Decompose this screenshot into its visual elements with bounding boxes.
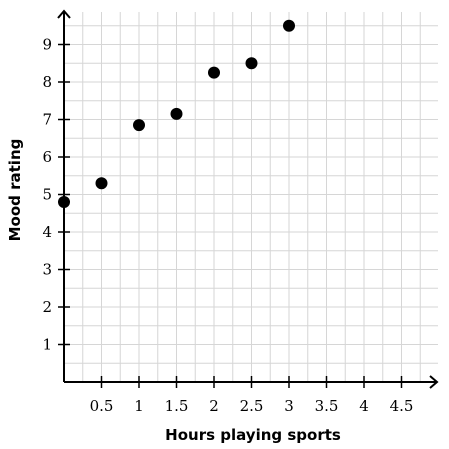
x-axis-title: Hours playing sports [165,426,341,444]
y-tick-label: 8 [42,73,52,91]
x-tick-label: 2.5 [240,397,264,415]
tick-labels: 0.5 1 1.5 2 2.5 3 3.5 4 4.5 1 2 3 4 5 6 7 8 9 [42,36,413,416]
data-points [58,19,295,208]
x-tick-label: 1.5 [165,397,189,415]
data-point [245,57,258,70]
data-point [283,19,295,32]
y-tick-label: 7 [42,111,52,129]
x-tick-label: 2 [209,397,219,415]
y-tick-label: 4 [42,223,52,241]
data-point [208,66,220,79]
y-tick-label: 9 [42,36,52,54]
x-tick-label: 3.5 [315,397,339,415]
y-tick-label: 5 [42,186,52,204]
grid [64,12,438,382]
y-axis-arrow [57,9,71,19]
y-tick-label: 6 [42,148,52,166]
x-tick-label: 0.5 [90,397,114,415]
y-axis-title: Mood rating [6,139,24,242]
y-tick-label: 2 [42,298,52,316]
y-tick-label: 3 [42,261,52,279]
data-point [170,107,183,120]
x-tick-label: 1 [134,397,144,415]
x-axis-arrow [429,375,439,389]
x-tick-label: 3 [284,397,294,415]
x-tick-label: 4 [359,397,369,415]
data-point [95,177,108,190]
y-tick-label: 1 [42,336,52,354]
tick-marks [58,43,403,388]
data-point [133,119,145,132]
x-tick-label: 4.5 [390,397,414,415]
data-point [58,196,70,208]
